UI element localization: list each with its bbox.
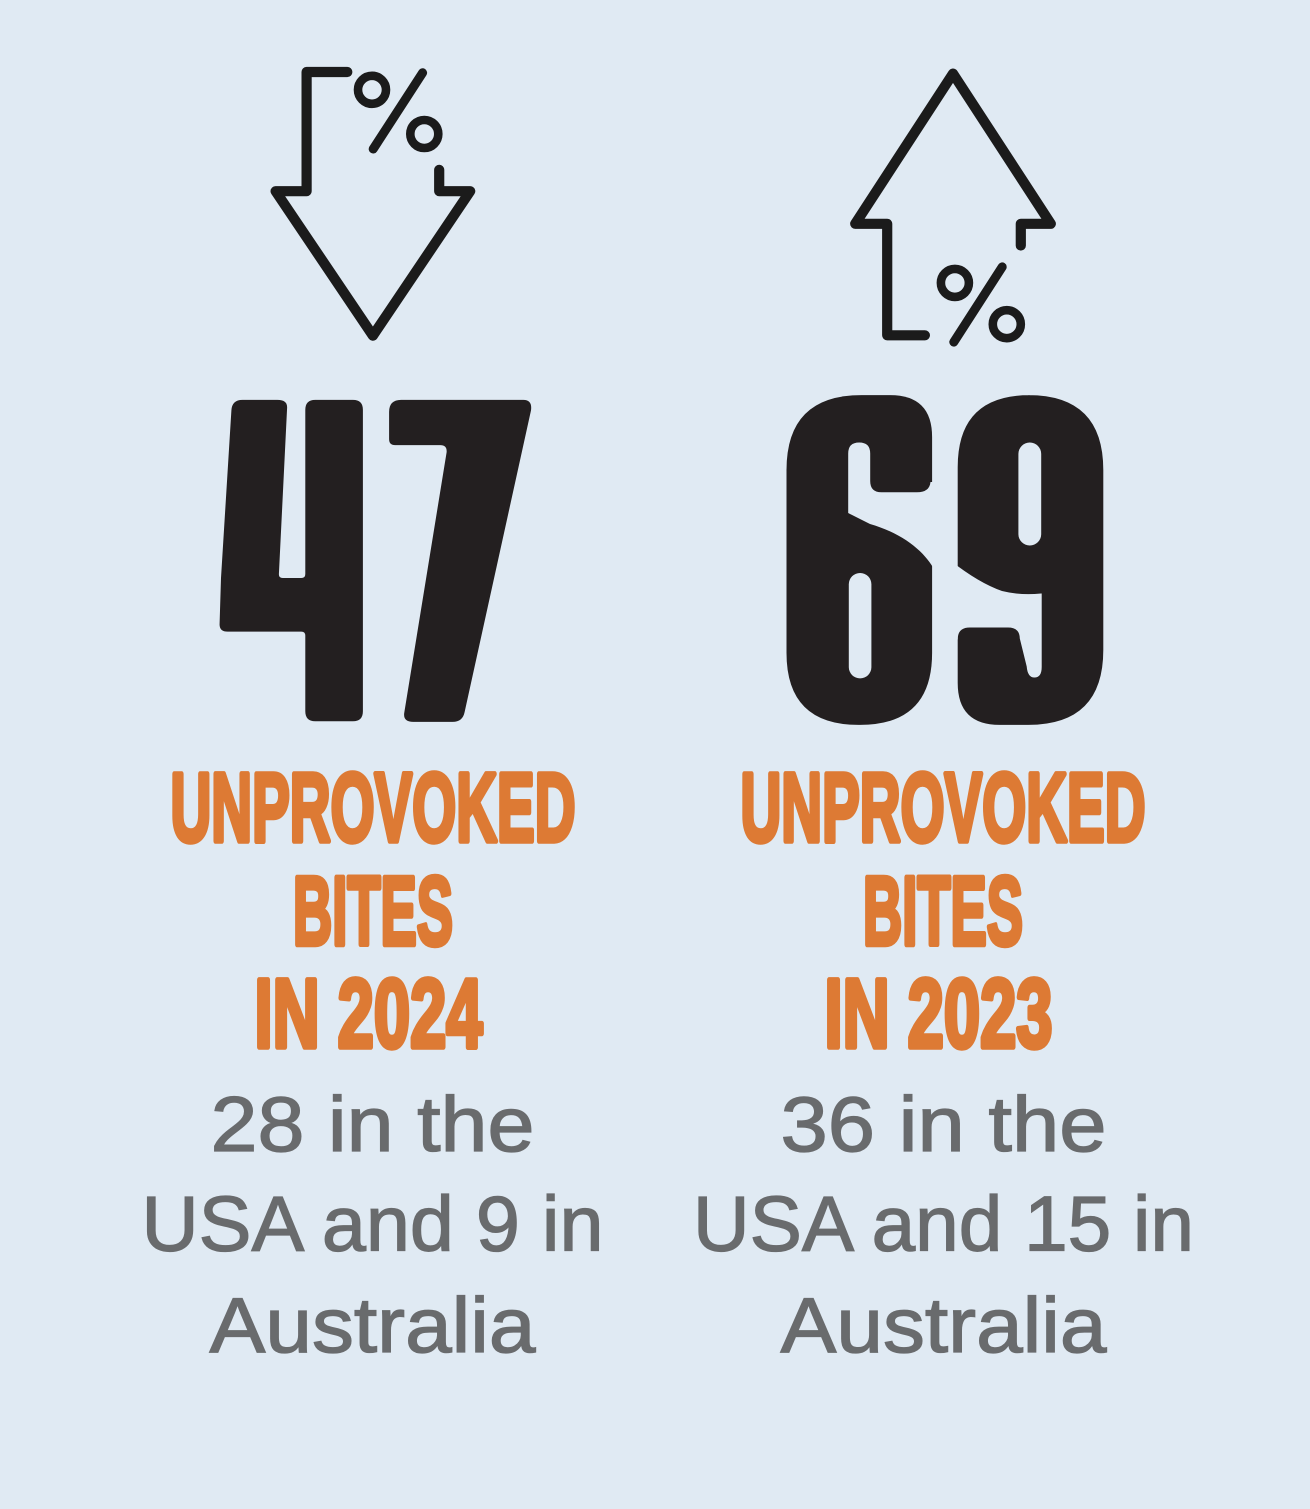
svg-text:USA and 15 in: USA and 15 in: [693, 1180, 1194, 1268]
svg-text:BITES: BITES: [863, 857, 1023, 966]
svg-text:IN 2024: IN 2024: [255, 959, 483, 1068]
svg-text:USA and 9 in: USA and 9 in: [142, 1180, 604, 1268]
svg-text:UNPROVOKED: UNPROVOKED: [741, 753, 1146, 862]
svg-text:36 in the: 36 in the: [781, 1080, 1107, 1168]
svg-text:28 in the: 28 in the: [211, 1080, 535, 1168]
svg-text:Australia: Australia: [210, 1281, 537, 1369]
svg-text:UNPROVOKED: UNPROVOKED: [171, 753, 576, 862]
svg-text:BITES: BITES: [293, 857, 453, 966]
svg-text:IN 2023: IN 2023: [825, 959, 1053, 1068]
svg-text:Australia: Australia: [781, 1281, 1108, 1369]
